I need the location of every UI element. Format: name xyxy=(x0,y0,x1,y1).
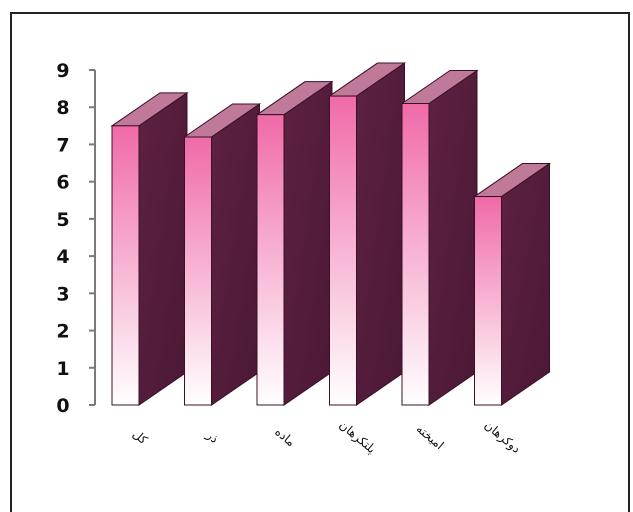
bar xyxy=(400,69,479,406)
bar-side xyxy=(211,103,260,406)
bar-side xyxy=(283,80,333,406)
bar-front xyxy=(256,114,285,406)
y-axis: 0 1 2 3 4 5 6 7 8 9 xyxy=(56,60,96,417)
y-tick-label: 6 xyxy=(56,172,69,194)
bar-side xyxy=(501,162,550,406)
y-tick-label: 3 xyxy=(56,283,69,305)
x-axis-labels: کل ذر ماده پلتکرهان امیخته دوکرهان xyxy=(130,418,523,457)
bar-front xyxy=(184,136,212,406)
bars xyxy=(110,62,552,406)
bar-front xyxy=(111,125,140,406)
bar xyxy=(327,62,407,406)
x-category-label: کل xyxy=(130,427,151,447)
bar-front xyxy=(401,103,430,406)
y-tick-label: 9 xyxy=(56,60,69,82)
y-tick-label: 8 xyxy=(56,97,69,119)
x-category-label: ذر xyxy=(202,427,221,446)
y-tick-label: 1 xyxy=(56,358,69,380)
x-category-label: امیخته xyxy=(414,422,447,453)
bar xyxy=(255,80,334,406)
y-tick-label: 0 xyxy=(56,395,69,417)
bar-side xyxy=(356,62,405,406)
y-tick-label: 2 xyxy=(56,321,69,343)
x-category-label: دوکرهان xyxy=(481,418,523,457)
bar-front xyxy=(329,95,357,406)
bar-front xyxy=(474,196,502,406)
y-tick-label: 7 xyxy=(56,134,69,156)
y-tick-label: 4 xyxy=(56,246,69,268)
bar xyxy=(472,162,552,406)
y-tick-label: 5 xyxy=(56,209,69,231)
bar xyxy=(182,103,262,406)
chart-frame xyxy=(10,12,630,512)
x-category-label: ماده xyxy=(272,425,298,450)
bar-side xyxy=(428,69,478,406)
x-category-label: پلتکرهان xyxy=(336,418,379,457)
bar xyxy=(110,91,189,406)
bar-side xyxy=(138,91,188,406)
